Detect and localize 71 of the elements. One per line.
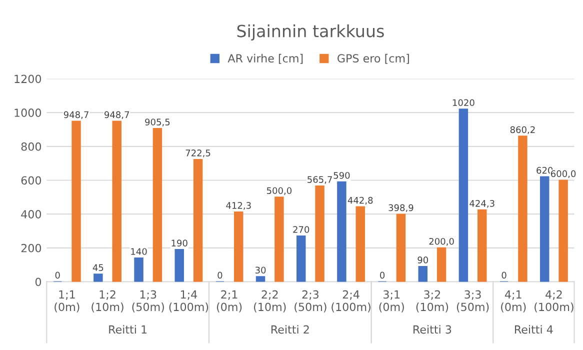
y-tick-label: 0	[35, 278, 42, 286]
data-label: 442,8	[348, 196, 373, 205]
bar	[112, 120, 122, 282]
data-label: 500,0	[266, 187, 292, 195]
data-label: 270	[293, 226, 310, 233]
text: Reitti 1	[109, 325, 147, 334]
data-label: 190	[172, 240, 188, 246]
bar	[256, 276, 266, 282]
x-tick-label: 2;4 (100m)	[332, 290, 370, 312]
bar	[315, 185, 324, 282]
legend-label: GPS ero [cm]	[338, 54, 409, 64]
x-tick-label: 2;3 (50m)	[294, 290, 326, 312]
x-tick-label: 3;3 (50m)	[456, 290, 489, 312]
x-tick-label: 4;2 (100m)	[534, 290, 574, 312]
bar	[356, 206, 365, 282]
data-label: 948,7	[104, 111, 130, 120]
x-tick-label: 1;1 (0m)	[54, 290, 80, 312]
data-label: 905,5	[145, 118, 170, 126]
bar	[72, 120, 81, 282]
bar	[458, 108, 468, 282]
data-label: 860,2	[510, 126, 535, 134]
data-label: 45	[92, 264, 104, 271]
bar	[234, 211, 244, 282]
bar	[478, 209, 487, 282]
x-tick-label: 2;2 (10m)	[254, 290, 286, 312]
y-tick-label: 1000	[14, 108, 42, 117]
data-label: 398,9	[388, 204, 414, 212]
data-label: 0	[502, 272, 506, 279]
data-label: 0	[380, 272, 385, 279]
data-label: 722,5	[186, 150, 210, 158]
data-label: 30	[255, 266, 266, 274]
y-tick-label: 1200	[14, 74, 42, 84]
data-label: 0	[218, 272, 222, 279]
data-label: 424,3	[470, 200, 494, 208]
text: Reitti 4	[514, 325, 553, 334]
bar	[396, 214, 406, 282]
y-tick-label: 200	[21, 244, 42, 252]
bar	[274, 196, 284, 282]
legend-label: AR virhe [cm]	[228, 54, 303, 64]
data-label: 0	[55, 272, 60, 279]
text: Reitti 3	[414, 325, 452, 334]
text: Reitti 2	[271, 325, 309, 334]
x-tick-label: 3;1 (0m)	[379, 290, 404, 312]
data-label: 140	[131, 248, 147, 255]
data-label: 1020	[452, 99, 474, 106]
bar	[518, 136, 528, 282]
data-label: 565,7	[308, 176, 332, 184]
bar	[436, 247, 446, 282]
bar	[337, 181, 346, 282]
x-tick-label: 1;3 (50m)	[132, 290, 164, 312]
data-label: 90	[418, 256, 428, 264]
bar	[152, 128, 162, 282]
bar	[193, 158, 203, 282]
bar	[540, 176, 550, 282]
data-label: 412,3	[226, 202, 251, 210]
data-label: 590	[334, 172, 350, 179]
data-label: 600,0	[551, 170, 576, 178]
x-tick-label: 1;2 (10m)	[92, 290, 124, 312]
x-tick-label: 1;4 (100m)	[169, 290, 208, 312]
y-tick-label: 800	[21, 142, 42, 151]
bar	[558, 180, 568, 282]
bar	[174, 249, 184, 282]
x-tick-label: 4;1 (0m)	[501, 290, 526, 312]
y-tick-label: 400	[21, 210, 42, 218]
data-label: 948,7	[64, 111, 88, 120]
data-label: 200,0	[429, 238, 454, 246]
y-tick-label: 600	[21, 176, 42, 185]
x-tick-label: 2;1 (0m)	[216, 290, 242, 312]
x-tick-label: 3;2 (10m)	[416, 290, 448, 312]
bar	[134, 258, 144, 282]
chart-title: Sijainnin tarkkuus	[237, 24, 384, 41]
